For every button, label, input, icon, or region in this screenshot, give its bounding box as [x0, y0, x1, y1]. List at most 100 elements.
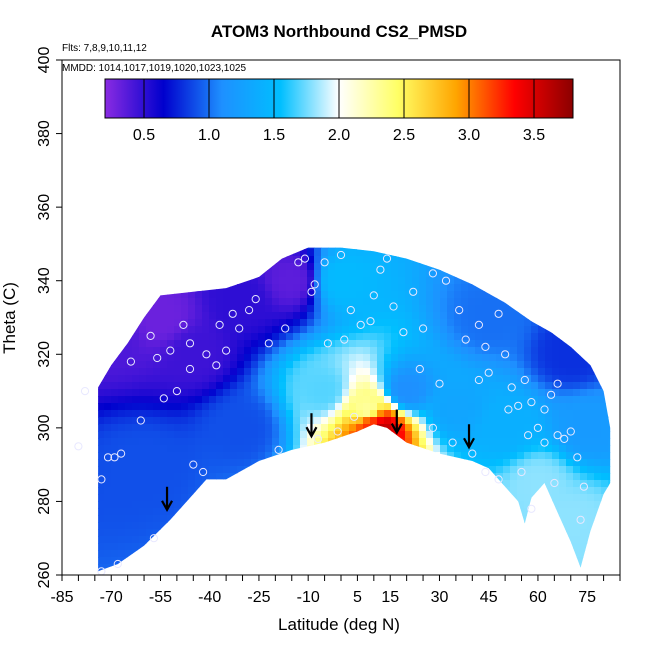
heatmap-cell — [167, 515, 175, 523]
heatmap-cell — [328, 382, 336, 390]
heatmap-cell — [447, 361, 455, 369]
heatmap-cell — [279, 312, 287, 320]
heatmap-cell — [160, 452, 168, 460]
heatmap-cell — [223, 340, 231, 348]
heatmap-cell — [202, 382, 210, 390]
heatmap-cell — [447, 305, 455, 313]
heatmap-cell — [349, 361, 357, 369]
heatmap-cell — [426, 361, 434, 369]
heatmap-cell — [258, 340, 266, 348]
heatmap-cell — [293, 368, 301, 376]
heatmap-cell — [482, 424, 490, 432]
heatmap-cell — [496, 375, 504, 383]
heatmap-cell — [202, 452, 210, 460]
heatmap-cell — [98, 452, 105, 460]
heatmap-cell — [510, 382, 518, 390]
heatmap-cell — [475, 382, 483, 390]
heatmap-cell — [174, 340, 182, 348]
heatmap-cell — [391, 410, 399, 418]
heatmap-cell — [531, 466, 539, 474]
heatmap-cell — [146, 522, 154, 530]
heatmap-cell — [580, 368, 588, 376]
heatmap-cell — [384, 305, 392, 313]
heatmap-cell — [559, 375, 567, 383]
heatmap-cell — [398, 340, 406, 348]
heatmap-cell — [104, 403, 112, 411]
heatmap-cell — [503, 466, 511, 474]
heatmap-cell — [447, 452, 455, 460]
heatmap-cell — [447, 389, 455, 397]
heatmap-cell — [223, 333, 231, 341]
heatmap-cell — [440, 396, 448, 404]
heatmap-cell — [468, 312, 476, 320]
heatmap-cell — [398, 333, 406, 341]
heatmap-cell — [118, 508, 126, 516]
heatmap-cell — [223, 473, 231, 481]
heatmap-cell — [174, 487, 182, 495]
heatmap-cell — [384, 284, 392, 292]
heatmap-cell — [174, 368, 182, 376]
heatmap-cell — [503, 410, 511, 418]
heatmap-cell — [167, 347, 175, 355]
heatmap-cell — [230, 340, 238, 348]
heatmap-cell — [118, 382, 126, 390]
sample-point — [336, 250, 346, 260]
heatmap-cell — [580, 487, 588, 495]
heatmap-cell — [419, 403, 427, 411]
heatmap-cell — [363, 249, 371, 257]
heatmap-cell — [496, 389, 504, 397]
heatmap-cell — [454, 326, 462, 334]
sample-point — [527, 504, 536, 513]
heatmap-cell — [300, 389, 308, 397]
heatmap-cell — [510, 487, 518, 495]
heatmap-cell — [146, 389, 154, 397]
heatmap-cell — [146, 480, 154, 488]
heatmap-cell — [195, 361, 203, 369]
heatmap-cell — [174, 396, 182, 404]
heatmap-cell — [524, 326, 532, 334]
heatmap-cell — [98, 438, 105, 446]
heatmap-cell — [489, 438, 497, 446]
heatmap-cell — [433, 354, 441, 362]
colorbar-tick-label: 2.5 — [393, 127, 415, 144]
heatmap-cell — [461, 340, 469, 348]
heatmap-cell — [286, 256, 294, 264]
heatmap-cell — [594, 487, 602, 495]
heatmap-cell — [321, 333, 329, 341]
heatmap-cell — [181, 403, 189, 411]
sample-point — [461, 335, 470, 344]
heatmap-cell — [566, 515, 574, 523]
heatmap-cell — [279, 410, 287, 418]
heatmap-cell — [524, 410, 532, 418]
heatmap-cell — [482, 375, 490, 383]
heatmap-cell — [335, 368, 343, 376]
heatmap-cell — [356, 396, 364, 404]
heatmap-cell — [139, 480, 147, 488]
heatmap-cell — [356, 354, 364, 362]
heatmap-cell — [426, 277, 434, 285]
sample-point — [166, 346, 175, 355]
heatmap-cell — [328, 354, 336, 362]
heatmap-cell — [300, 249, 308, 257]
heatmap-cell — [328, 333, 336, 341]
heatmap-cell — [377, 389, 385, 397]
heatmap-cell — [461, 431, 469, 439]
heatmap-cell — [461, 284, 469, 292]
heatmap-cell — [132, 452, 140, 460]
heatmap-cell — [314, 256, 322, 264]
heatmap-cell — [503, 431, 511, 439]
heatmap-cell — [321, 375, 329, 383]
heatmap-cell — [167, 319, 175, 327]
heatmap-cell — [489, 459, 497, 467]
heatmap-cell — [580, 522, 588, 530]
heatmap-cell — [195, 396, 203, 404]
heatmap-cell — [216, 291, 224, 299]
heatmap-cell — [419, 340, 427, 348]
heatmap-cell — [426, 284, 434, 292]
heatmap-cell — [342, 305, 350, 313]
heatmap-cell — [608, 452, 611, 460]
heatmap-cell — [496, 410, 504, 418]
y-tick-label: 340 — [36, 267, 53, 294]
heatmap-cell — [321, 247, 329, 250]
heatmap-cell — [167, 340, 175, 348]
